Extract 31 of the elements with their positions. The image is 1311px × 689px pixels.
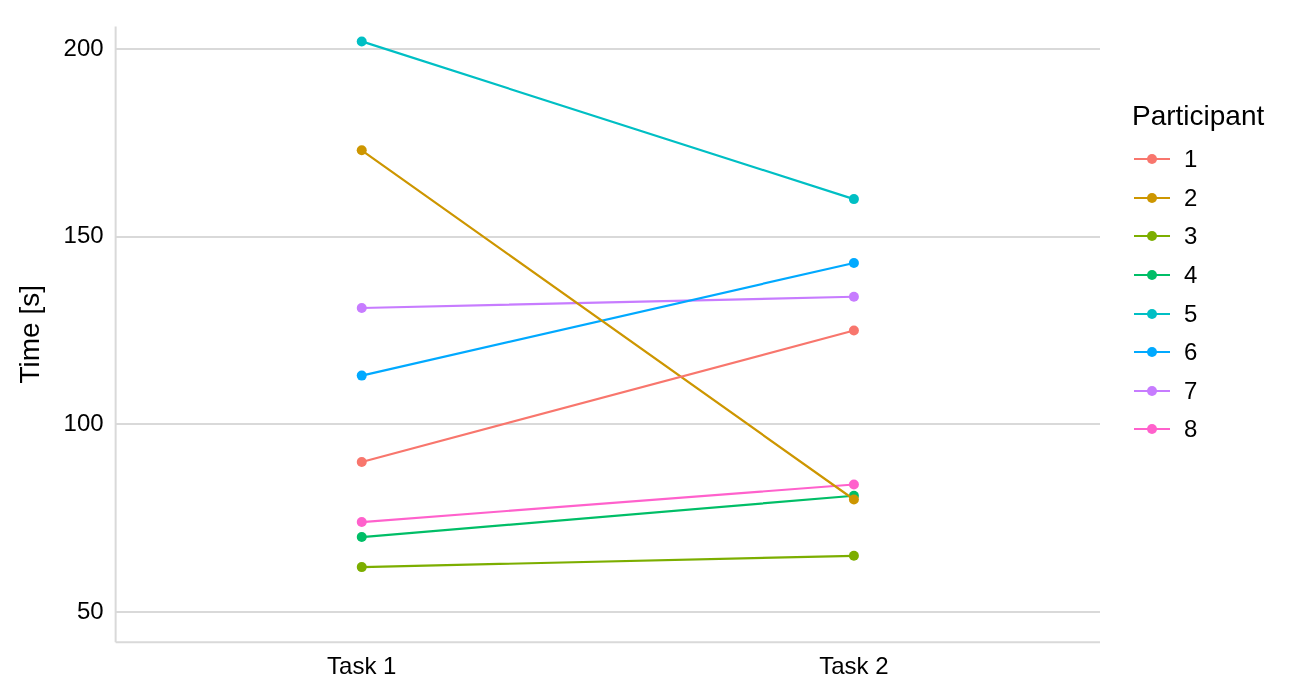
legend-label: 8 <box>1184 415 1198 444</box>
legend-label: 3 <box>1184 222 1198 251</box>
legend-label: 4 <box>1184 261 1198 290</box>
point <box>848 257 859 268</box>
point <box>356 456 367 467</box>
point <box>848 479 859 490</box>
point <box>356 303 367 314</box>
point <box>848 494 859 505</box>
y-tick-label: 150 <box>63 221 104 249</box>
point <box>356 517 367 528</box>
y-tick-label: 200 <box>63 33 104 61</box>
x-tick-label: Task 2 <box>819 652 889 680</box>
legend-title: Participant <box>1132 100 1265 132</box>
legend-label: 2 <box>1184 183 1198 212</box>
y-tick-label: 100 <box>63 409 104 437</box>
legend-label: 1 <box>1184 145 1198 174</box>
point <box>356 145 367 156</box>
point <box>848 194 859 205</box>
point <box>356 532 367 543</box>
point <box>848 550 859 561</box>
point <box>848 325 859 336</box>
y-axis-title: Time [s] <box>13 285 45 384</box>
point <box>356 370 367 381</box>
legend-label: 6 <box>1184 338 1198 367</box>
y-tick-label: 50 <box>76 596 104 624</box>
point <box>356 562 367 573</box>
point <box>356 36 367 47</box>
legend-label: 5 <box>1184 299 1198 328</box>
x-tick-label: Task 1 <box>327 652 397 680</box>
point <box>848 291 859 302</box>
legend-label: 7 <box>1184 376 1198 405</box>
